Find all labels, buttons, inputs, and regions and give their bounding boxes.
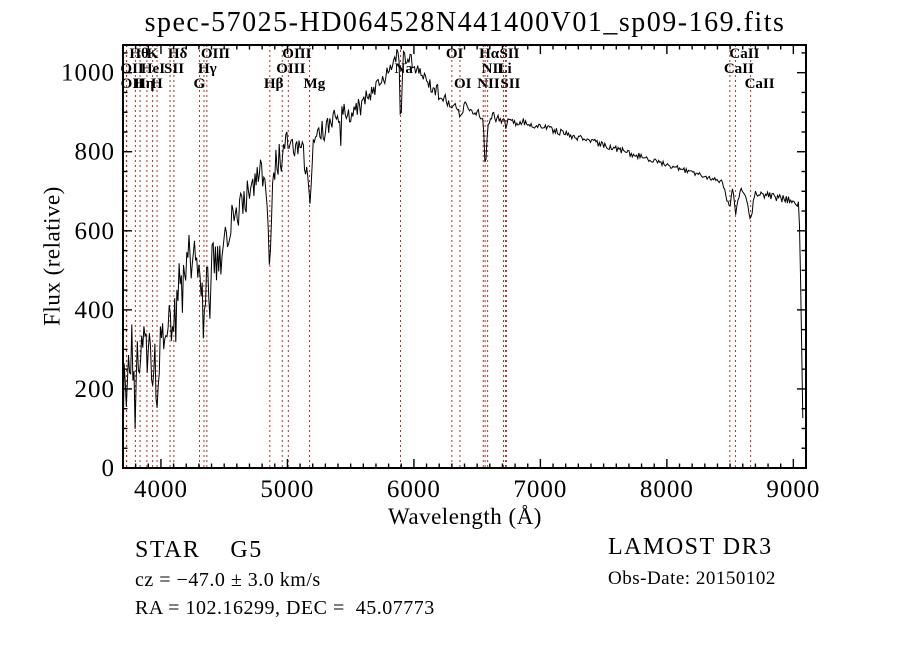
spectral-line-label: Hδ [168, 46, 188, 62]
spectral-line-label: Na [395, 61, 414, 77]
y-tick-labels: 0 200 400 600 800 1000 [61, 60, 116, 482]
x-tick-label: 8000 [640, 476, 694, 503]
ra-dec-label: RA = 102.16299, DEC = 45.07773 [135, 597, 435, 619]
spectral-line-label: Hη [134, 76, 154, 92]
spectral-line-label: OI [454, 76, 472, 92]
x-tick-label: 9000 [766, 476, 820, 503]
x-tick-label: 5000 [260, 476, 314, 503]
obs-date-label: Obs-Date: 20150102 [608, 568, 776, 589]
spectral-line-label: OIII [282, 46, 311, 62]
spectrum-trace-group [122, 49, 804, 462]
plot-frame [122, 44, 807, 469]
x-axis-title: Wavelength (Å) [388, 504, 542, 529]
spectral-line-label: CaII [729, 46, 759, 62]
y-tick-label: 800 [75, 139, 116, 166]
y-tick-label: 600 [75, 218, 116, 245]
spectral-line-label: SII [164, 61, 184, 77]
spectral-line-label: K [147, 46, 159, 62]
spectral-line-label: NII [482, 61, 505, 77]
spectral-line-label: CaII [745, 76, 775, 92]
spectral-line-label: Mg [304, 76, 326, 92]
spectral-line-label: SII [499, 46, 519, 62]
y-tick-label: 0 [102, 455, 116, 482]
spectral-line-markers [125, 45, 752, 468]
spectral-line-label: NII [477, 76, 500, 92]
y-tick-label: 400 [75, 297, 116, 324]
spectral-line-label: G [194, 76, 206, 92]
spectral-line-label: OII [120, 61, 144, 77]
y-tick-label: 1000 [61, 60, 115, 87]
x-tick-label: 7000 [513, 476, 567, 503]
y-tick-label: 200 [75, 376, 116, 403]
spectral-line-label: SII [500, 76, 520, 92]
spectral-line-label: OI [446, 46, 464, 62]
spectral-line-label: Li [497, 61, 511, 77]
plot-frame-group [122, 44, 807, 469]
survey-release-label: LAMOST DR3 [608, 534, 773, 560]
spectral-line-label: OII [121, 76, 145, 92]
spectral-line-label: Hβ [264, 76, 284, 92]
object-class-label: STAR G5 [135, 537, 263, 563]
spectral-line-label: HeI [141, 61, 165, 77]
spectral-line-label: Hγ [198, 61, 217, 77]
x-tick-labels: 4000 5000 6000 7000 8000 9000 [134, 476, 820, 503]
radial-velocity-label: cz = −47.0 ± 3.0 km/s [135, 569, 321, 591]
axis-ticks [123, 45, 806, 469]
spectral-line-label: OIII [201, 46, 230, 62]
spectral-line-label: OIII [276, 61, 305, 77]
spectrum-trace [122, 49, 804, 462]
spectral-line-label: H [151, 76, 163, 92]
spectral-line-label: Hθ [129, 46, 149, 62]
x-tick-label: 6000 [387, 476, 441, 503]
x-tick-label: 4000 [134, 476, 188, 503]
spectral-line-label: Hα [479, 46, 500, 62]
spectral-line-label: CaII [724, 61, 754, 77]
y-axis-title: Flux (relative) [39, 186, 65, 326]
figure-title: spec-57025-HD064528N441400V01_sp09-169.f… [144, 7, 786, 38]
